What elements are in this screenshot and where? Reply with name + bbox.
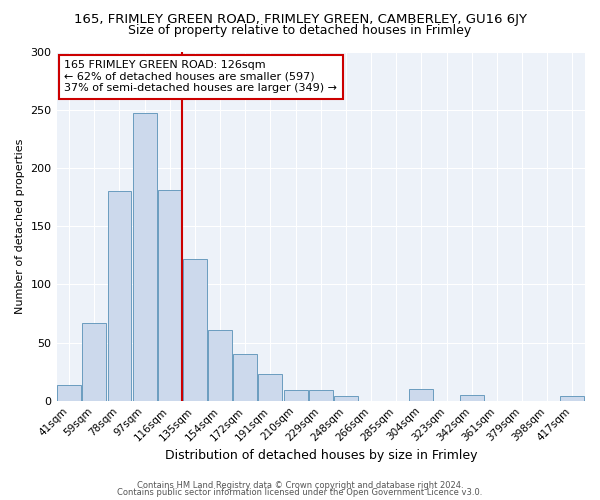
Text: Size of property relative to detached houses in Frimley: Size of property relative to detached ho…	[128, 24, 472, 37]
Bar	[233, 354, 257, 401]
Text: Contains public sector information licensed under the Open Government Licence v3: Contains public sector information licen…	[118, 488, 482, 497]
Bar	[460, 395, 484, 401]
Bar	[107, 191, 131, 401]
Bar	[309, 390, 333, 401]
Bar	[133, 113, 157, 401]
Bar	[158, 190, 182, 401]
Text: Contains HM Land Registry data © Crown copyright and database right 2024.: Contains HM Land Registry data © Crown c…	[137, 481, 463, 490]
Bar	[259, 374, 283, 401]
Bar	[57, 384, 81, 401]
Text: 165, FRIMLEY GREEN ROAD, FRIMLEY GREEN, CAMBERLEY, GU16 6JY: 165, FRIMLEY GREEN ROAD, FRIMLEY GREEN, …	[74, 12, 527, 26]
Bar	[284, 390, 308, 401]
Bar	[409, 389, 433, 401]
Bar	[82, 323, 106, 401]
Y-axis label: Number of detached properties: Number of detached properties	[15, 138, 25, 314]
Bar	[208, 330, 232, 401]
Text: 165 FRIMLEY GREEN ROAD: 126sqm
← 62% of detached houses are smaller (597)
37% of: 165 FRIMLEY GREEN ROAD: 126sqm ← 62% of …	[64, 60, 337, 94]
X-axis label: Distribution of detached houses by size in Frimley: Distribution of detached houses by size …	[164, 450, 477, 462]
Bar	[183, 259, 207, 401]
Bar	[560, 396, 584, 401]
Bar	[334, 396, 358, 401]
